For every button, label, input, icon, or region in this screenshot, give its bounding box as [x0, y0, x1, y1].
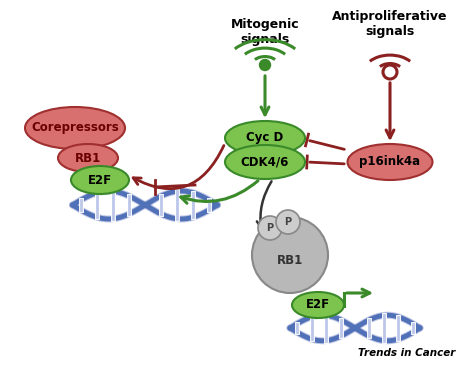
Ellipse shape: [58, 144, 118, 172]
FancyArrowPatch shape: [133, 145, 224, 189]
Circle shape: [276, 210, 300, 234]
Ellipse shape: [347, 144, 432, 180]
Text: p16ink4a: p16ink4a: [359, 155, 420, 168]
Circle shape: [259, 59, 271, 70]
Text: E2F: E2F: [88, 174, 112, 187]
Text: RB1: RB1: [75, 151, 101, 164]
Text: E2F: E2F: [306, 299, 330, 312]
Ellipse shape: [225, 145, 305, 179]
Text: RB1: RB1: [277, 255, 303, 267]
Text: P: P: [284, 217, 292, 227]
Circle shape: [258, 216, 282, 240]
Text: Cyc D: Cyc D: [246, 131, 283, 144]
Text: Trends in Cancer: Trends in Cancer: [357, 348, 455, 358]
Ellipse shape: [25, 107, 125, 149]
Text: Mitogenic
signals: Mitogenic signals: [231, 18, 299, 46]
Circle shape: [383, 65, 397, 79]
Ellipse shape: [292, 292, 344, 318]
Circle shape: [252, 217, 328, 293]
Text: P: P: [266, 223, 273, 233]
Ellipse shape: [71, 166, 129, 194]
Text: Corepressors: Corepressors: [31, 121, 119, 135]
Text: Antiproliferative
signals: Antiproliferative signals: [332, 10, 448, 38]
Ellipse shape: [225, 121, 305, 155]
Text: CDK4/6: CDK4/6: [241, 155, 289, 168]
